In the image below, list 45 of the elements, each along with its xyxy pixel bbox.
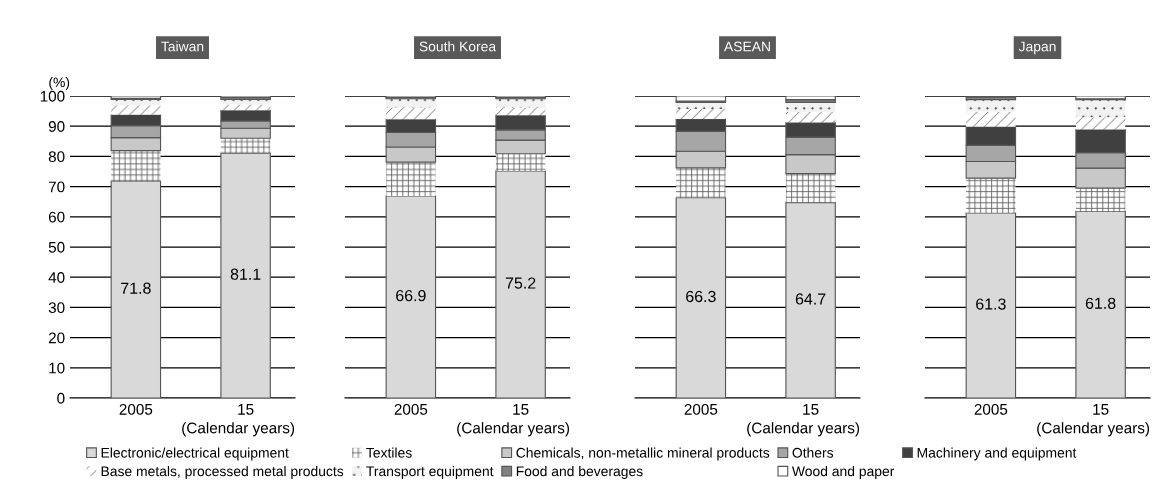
x-tick-label: 15 — [513, 404, 529, 415]
y-tick-label: 40 — [48, 272, 65, 283]
x-axis-title: (Calendar years) — [1037, 422, 1150, 437]
x-tick-label: 15 — [238, 404, 254, 415]
chart-title: ASEAN — [723, 41, 770, 52]
data-label: 66.3 — [686, 290, 716, 303]
y-tick-label: 0 — [57, 392, 65, 404]
y-tick-label: 30 — [48, 302, 65, 314]
y-tick-label: 60 — [48, 211, 65, 223]
legend-label: Machinery and equipment — [917, 447, 1077, 461]
legend-label: Transport equipment — [366, 466, 494, 479]
y-tick-label: 90 — [48, 121, 65, 132]
x-tick-label: 2005 — [119, 403, 153, 415]
y-tick-label: 20 — [48, 332, 65, 344]
data-label: 66.9 — [396, 289, 426, 302]
y-tick-label: 50 — [48, 241, 65, 253]
x-tick-label: 15 — [803, 404, 819, 415]
y-tick-label: 10 — [49, 362, 65, 374]
y-tick-label: 80 — [48, 151, 65, 163]
data-label: 64.7 — [795, 293, 826, 305]
y-tick-label: 70 — [48, 181, 65, 193]
legend-label: Wood and paper — [791, 466, 895, 479]
legend-label: Base metals, processed metal products — [101, 466, 344, 479]
data-label: 71.8 — [121, 282, 151, 294]
x-axis-title: (Calendar years) — [182, 422, 295, 437]
y-tick-label: 100 — [40, 90, 65, 102]
x-tick-label: 2005 — [974, 403, 1008, 415]
data-label: 61.8 — [1085, 297, 1116, 309]
legend-label: Food and beverages — [516, 466, 643, 479]
data-label: 81.1 — [230, 268, 261, 280]
chart-title: Japan — [1018, 41, 1056, 55]
x-axis-title: (Calendar years) — [747, 422, 860, 437]
data-label: 75.2 — [505, 277, 536, 289]
data-label: 61.3 — [976, 298, 1006, 310]
y-axis-title: (%) — [49, 77, 70, 90]
chart-title: Taiwan — [161, 41, 204, 52]
chart-title: South Korea — [419, 41, 497, 52]
legend-label: Textiles — [366, 447, 412, 458]
legend-label: Electronic/electrical equipment — [101, 447, 289, 461]
x-tick-label: 15 — [1093, 404, 1109, 415]
legend-label: Others — [792, 447, 834, 458]
x-tick-label: 2005 — [684, 403, 718, 415]
x-axis-title: (Calendar years) — [457, 422, 570, 437]
legend-label: Chemicals, non-metallic mineral products — [516, 447, 770, 461]
x-tick-label: 2005 — [394, 403, 428, 415]
